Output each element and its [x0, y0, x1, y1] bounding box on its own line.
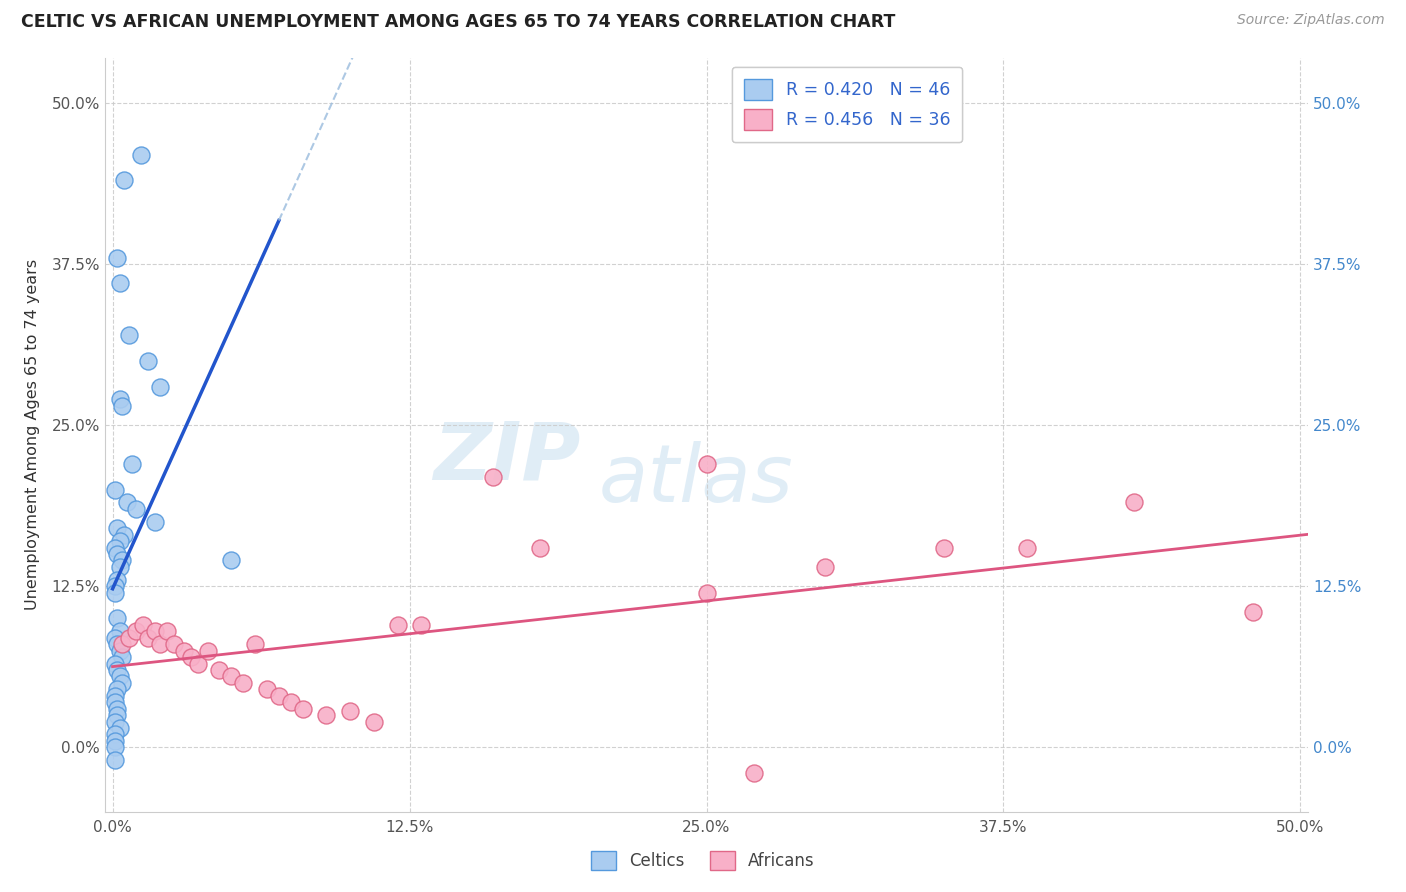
Point [149, 637, 172, 651]
Text: ZIP: ZIP [433, 418, 581, 497]
Point [232, 676, 254, 690]
Point [108, 721, 131, 735]
Point [104, 689, 127, 703]
Point [267, 689, 290, 703]
Point [104, 585, 127, 599]
Point [315, 708, 337, 723]
Point [105, 701, 128, 715]
Point [105, 547, 128, 561]
Point [280, 695, 302, 709]
Point [742, 766, 765, 780]
Point [221, 553, 243, 567]
Point [105, 637, 128, 651]
Point [105, 521, 128, 535]
Point [104, 579, 127, 593]
Point [104, 734, 127, 748]
Legend: Celtics, Africans: Celtics, Africans [585, 844, 821, 877]
Point [105, 573, 128, 587]
Point [136, 631, 159, 645]
Point [149, 379, 172, 393]
Point [104, 714, 127, 729]
Point [105, 663, 128, 677]
Point [115, 495, 138, 509]
Point [156, 624, 179, 639]
Point [108, 534, 131, 549]
Point [108, 643, 131, 657]
Point [104, 727, 127, 741]
Point [163, 637, 186, 651]
Point [104, 631, 127, 645]
Point [143, 624, 166, 639]
Point [111, 650, 134, 665]
Point [136, 353, 159, 368]
Point [111, 553, 134, 567]
Point [108, 392, 131, 407]
Point [814, 560, 837, 574]
Point [411, 618, 433, 632]
Point [1017, 541, 1039, 555]
Point [111, 676, 134, 690]
Point [105, 251, 128, 265]
Point [111, 399, 134, 413]
Point [104, 695, 127, 709]
Point [104, 657, 127, 671]
Point [108, 277, 131, 291]
Point [221, 669, 243, 683]
Point [104, 740, 127, 755]
Text: CELTIC VS AFRICAN UNEMPLOYMENT AMONG AGES 65 TO 74 YEARS CORRELATION CHART: CELTIC VS AFRICAN UNEMPLOYMENT AMONG AGE… [21, 13, 896, 31]
Point [695, 585, 717, 599]
Point [108, 560, 131, 574]
Point [125, 502, 148, 516]
Point [481, 469, 503, 483]
Point [932, 541, 955, 555]
Point [339, 704, 361, 718]
Text: atlas: atlas [599, 441, 793, 519]
Point [173, 643, 195, 657]
Point [105, 708, 128, 723]
Point [529, 541, 551, 555]
Point [363, 714, 385, 729]
Point [121, 457, 143, 471]
Point [104, 483, 127, 497]
Point [243, 637, 266, 651]
Point [114, 527, 136, 541]
Point [1241, 605, 1264, 619]
Point [187, 657, 209, 671]
Point [108, 624, 131, 639]
Point [104, 541, 127, 555]
Point [695, 457, 717, 471]
Point [197, 643, 219, 657]
Point [104, 753, 127, 767]
Point [132, 618, 155, 632]
Point [143, 515, 166, 529]
Legend: R = 0.420   N = 46, R = 0.456   N = 36: R = 0.420 N = 46, R = 0.456 N = 36 [731, 67, 962, 142]
Point [118, 328, 141, 343]
Y-axis label: Unemployment Among Ages 65 to 74 years: Unemployment Among Ages 65 to 74 years [25, 260, 41, 610]
Point [111, 637, 134, 651]
Point [105, 682, 128, 697]
Point [208, 663, 231, 677]
Point [125, 624, 148, 639]
Point [1123, 495, 1146, 509]
Point [129, 147, 152, 161]
Point [180, 650, 202, 665]
Text: Source: ZipAtlas.com: Source: ZipAtlas.com [1237, 13, 1385, 28]
Point [118, 631, 141, 645]
Point [114, 173, 136, 187]
Point [256, 682, 278, 697]
Point [291, 701, 314, 715]
Point [387, 618, 409, 632]
Point [105, 611, 128, 625]
Point [108, 669, 131, 683]
